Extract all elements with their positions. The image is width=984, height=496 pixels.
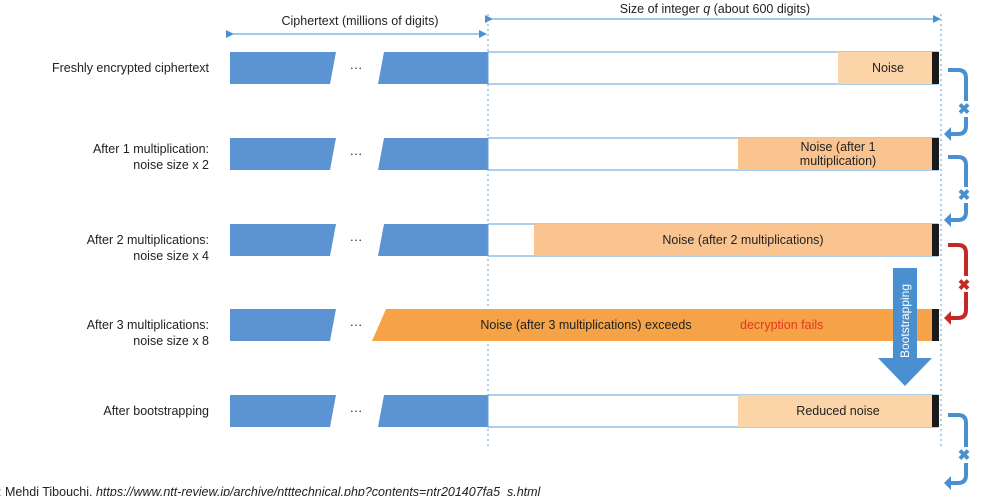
noise-segment bbox=[738, 395, 938, 427]
ciphertext-block bbox=[230, 309, 336, 341]
row-after-3-multiplications: After 3 multiplications: noise size x 8 … bbox=[87, 309, 939, 348]
noise-label: multiplication) bbox=[800, 154, 876, 168]
noise-label: Noise bbox=[872, 61, 904, 75]
multiplication-arrow-4: ✖ bbox=[944, 413, 975, 490]
row-label: Freshly encrypted ciphertext bbox=[52, 61, 210, 75]
ciphertext-block bbox=[230, 395, 336, 427]
ellipsis: ··· bbox=[350, 147, 363, 161]
decryption-fails-label: decryption fails bbox=[740, 318, 823, 332]
noise-segment bbox=[838, 52, 938, 84]
ciphertext-block bbox=[230, 224, 336, 256]
row-label: After bootstrapping bbox=[103, 404, 209, 418]
modulus-end-bar bbox=[932, 309, 939, 341]
multiplication-arrow-2: ✖ bbox=[944, 155, 975, 227]
row-label: noise size x 2 bbox=[133, 158, 209, 172]
integer-size-label: Size of integer q (about 600 digits) bbox=[620, 2, 810, 16]
multiply-icon: ✖ bbox=[958, 277, 971, 294]
row-fresh-ciphertext: Freshly encrypted ciphertext ··· Noise bbox=[52, 51, 939, 85]
ciphertext-block bbox=[378, 395, 488, 427]
modulus-end-bar bbox=[932, 138, 939, 170]
row-after-2-multiplications: After 2 multiplications: noise size x 4 … bbox=[87, 223, 939, 263]
ellipsis: ··· bbox=[350, 318, 363, 332]
bootstrapping-arrow: Bootstrapping bbox=[878, 268, 932, 386]
multiply-icon: ✖ bbox=[958, 187, 971, 204]
noise-label: Noise (after 1 bbox=[800, 140, 875, 154]
noise-label: Noise (after 3 multiplications) exceeds bbox=[480, 318, 691, 332]
multiplication-arrow-1: ✖ bbox=[944, 68, 975, 141]
multiply-icon: ✖ bbox=[958, 447, 971, 464]
overflowing-noise-segment bbox=[372, 309, 938, 341]
ciphertext-block bbox=[378, 138, 488, 170]
ellipsis: ··· bbox=[350, 61, 363, 75]
modulus-end-bar bbox=[932, 52, 939, 84]
header: Ciphertext (millions of digits) Size of … bbox=[226, 2, 941, 38]
noise-segment bbox=[738, 138, 938, 170]
bootstrapping-arrow-shape bbox=[878, 268, 932, 386]
row-label: After 2 multiplications: bbox=[87, 233, 209, 247]
row-after-1-multiplication: After 1 multiplication: noise size x 2 ·… bbox=[93, 137, 939, 172]
citation-url[interactable]: https://www.ntt-review.jp/archive/ntttec… bbox=[96, 485, 542, 496]
ciphertext-size-label: Ciphertext (millions of digits) bbox=[282, 14, 439, 28]
ellipsis: ··· bbox=[350, 233, 363, 247]
citation: : Mehdi Tibouchi, https://www.ntt-review… bbox=[0, 485, 542, 496]
noise-label: Reduced noise bbox=[796, 404, 879, 418]
bootstrapping-label: Bootstrapping bbox=[898, 284, 912, 358]
ciphertext-block bbox=[230, 138, 336, 170]
row-label: noise size x 4 bbox=[133, 249, 209, 263]
row-label: noise size x 8 bbox=[133, 334, 209, 348]
noise-label: Noise (after 2 multiplications) bbox=[662, 233, 823, 247]
ciphertext-block bbox=[230, 52, 336, 84]
multiply-icon: ✖ bbox=[958, 101, 971, 118]
ciphertext-block bbox=[378, 52, 488, 84]
modulus-end-bar bbox=[932, 395, 939, 427]
noise-segment bbox=[534, 224, 938, 256]
multiplication-arrow-3-failure: ✖ bbox=[944, 243, 975, 325]
modulus-end-bar bbox=[932, 224, 939, 256]
row-after-bootstrapping: After bootstrapping ··· Reduced noise bbox=[103, 394, 939, 428]
ciphertext-block bbox=[378, 224, 488, 256]
row-label: After 3 multiplications: bbox=[87, 318, 209, 332]
ellipsis: ··· bbox=[350, 404, 363, 418]
row-label: After 1 multiplication: bbox=[93, 142, 209, 156]
